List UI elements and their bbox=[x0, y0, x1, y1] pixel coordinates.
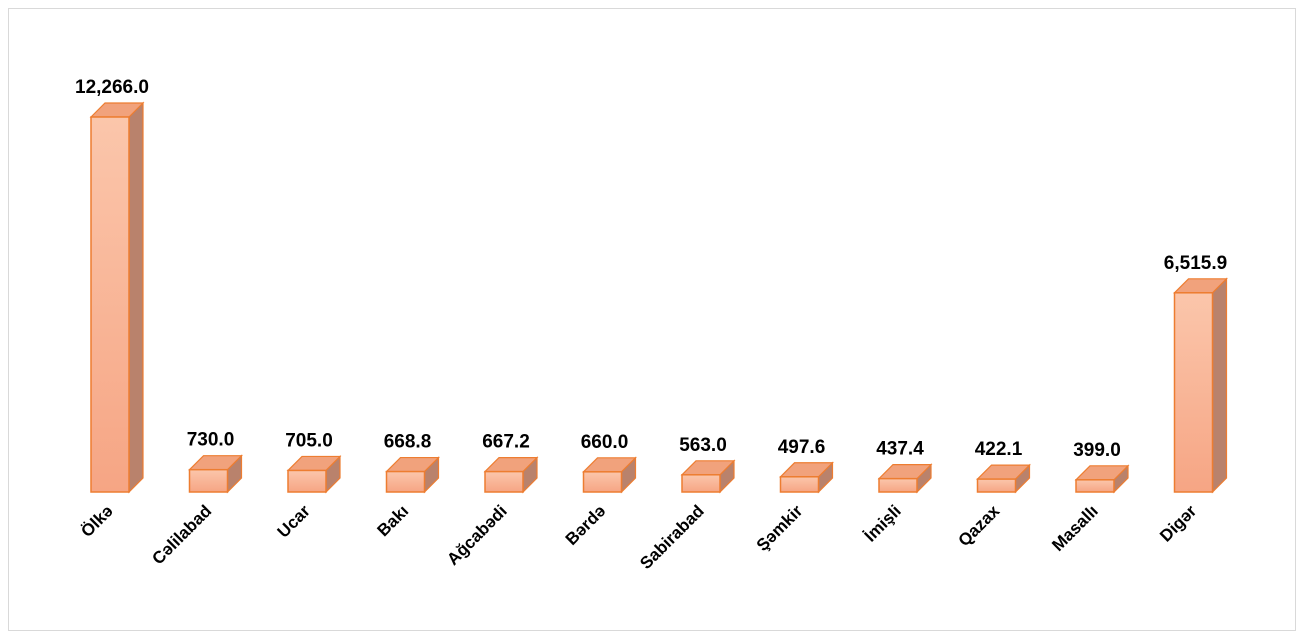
data-label: 668.8 bbox=[384, 432, 432, 453]
bar bbox=[1074, 464, 1130, 494]
bar-front bbox=[90, 116, 130, 493]
data-label: 667.2 bbox=[482, 432, 530, 453]
data-label: 705.0 bbox=[285, 430, 333, 451]
data-label: 422.1 bbox=[975, 439, 1023, 460]
bar-front bbox=[1173, 292, 1214, 493]
chart-frame bbox=[8, 8, 1296, 631]
bar bbox=[779, 461, 834, 494]
data-label: 6,515.9 bbox=[1164, 253, 1227, 274]
bar-side bbox=[1211, 277, 1228, 494]
bar-front bbox=[188, 468, 229, 493]
bar bbox=[1173, 277, 1228, 494]
data-label: 497.6 bbox=[778, 437, 826, 458]
bar bbox=[483, 456, 539, 494]
bar-front bbox=[287, 469, 327, 493]
bar bbox=[89, 101, 145, 494]
bar-front bbox=[779, 476, 820, 493]
data-label: 399.0 bbox=[1073, 440, 1121, 461]
bar-side bbox=[128, 101, 144, 494]
bar-front bbox=[976, 478, 1017, 493]
bar-front bbox=[385, 470, 426, 493]
bar bbox=[877, 463, 933, 494]
data-label: 437.4 bbox=[876, 439, 924, 460]
bar bbox=[976, 463, 1031, 494]
bar-front bbox=[1075, 479, 1115, 493]
data-label: 12,266.0 bbox=[75, 77, 149, 98]
data-label: 563.0 bbox=[679, 435, 727, 456]
data-label: 660.0 bbox=[581, 432, 629, 453]
bar bbox=[385, 456, 440, 494]
bar-front bbox=[681, 474, 721, 493]
bar bbox=[286, 454, 342, 494]
bar-front bbox=[878, 477, 918, 493]
data-label: 730.0 bbox=[187, 430, 235, 451]
bar bbox=[582, 456, 637, 494]
bar bbox=[188, 454, 243, 494]
bar-front bbox=[582, 471, 623, 493]
bar bbox=[680, 459, 736, 494]
bar-front bbox=[484, 470, 524, 493]
